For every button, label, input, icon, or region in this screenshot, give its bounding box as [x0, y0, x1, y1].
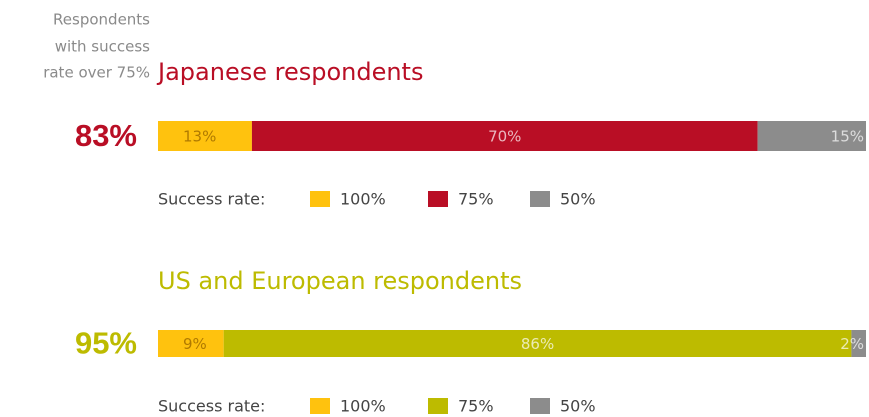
highlight-value: 95%	[75, 326, 137, 361]
highlight-value: 83%	[75, 118, 137, 153]
legend-label: 75%	[458, 397, 494, 416]
legend-title: Success rate:	[158, 397, 265, 416]
value-label: 9%	[183, 335, 207, 353]
side-label: rate over 75%	[43, 64, 150, 82]
value-label: 86%	[521, 335, 554, 353]
legend-label: 50%	[560, 397, 596, 416]
legend-swatch	[530, 191, 550, 207]
bar-segment	[851, 330, 866, 357]
value-label: 2%	[840, 335, 864, 353]
legend-label: 50%	[560, 190, 596, 209]
chart-title: US and European respondents	[158, 267, 522, 295]
bar-segment	[158, 330, 224, 357]
legend-title: Success rate:	[158, 190, 265, 209]
legend-swatch	[530, 398, 550, 414]
side-label: with success	[55, 38, 150, 56]
value-label: 15%	[831, 128, 864, 146]
legend-label: 100%	[340, 190, 386, 209]
side-label: Respondents	[53, 11, 150, 29]
bar-segment	[223, 330, 852, 357]
bar-segment	[158, 121, 252, 151]
legend-swatch	[428, 191, 448, 207]
bar-segment	[757, 121, 866, 151]
legend-label: 75%	[458, 190, 494, 209]
value-label: 70%	[488, 128, 521, 146]
bar-segment	[251, 121, 758, 151]
value-label: 13%	[183, 128, 216, 146]
legend-swatch	[310, 398, 330, 414]
legend-label: 100%	[340, 397, 386, 416]
legend-swatch	[428, 398, 448, 414]
chart-title: Japanese respondents	[156, 58, 423, 86]
legend-swatch	[310, 191, 330, 207]
